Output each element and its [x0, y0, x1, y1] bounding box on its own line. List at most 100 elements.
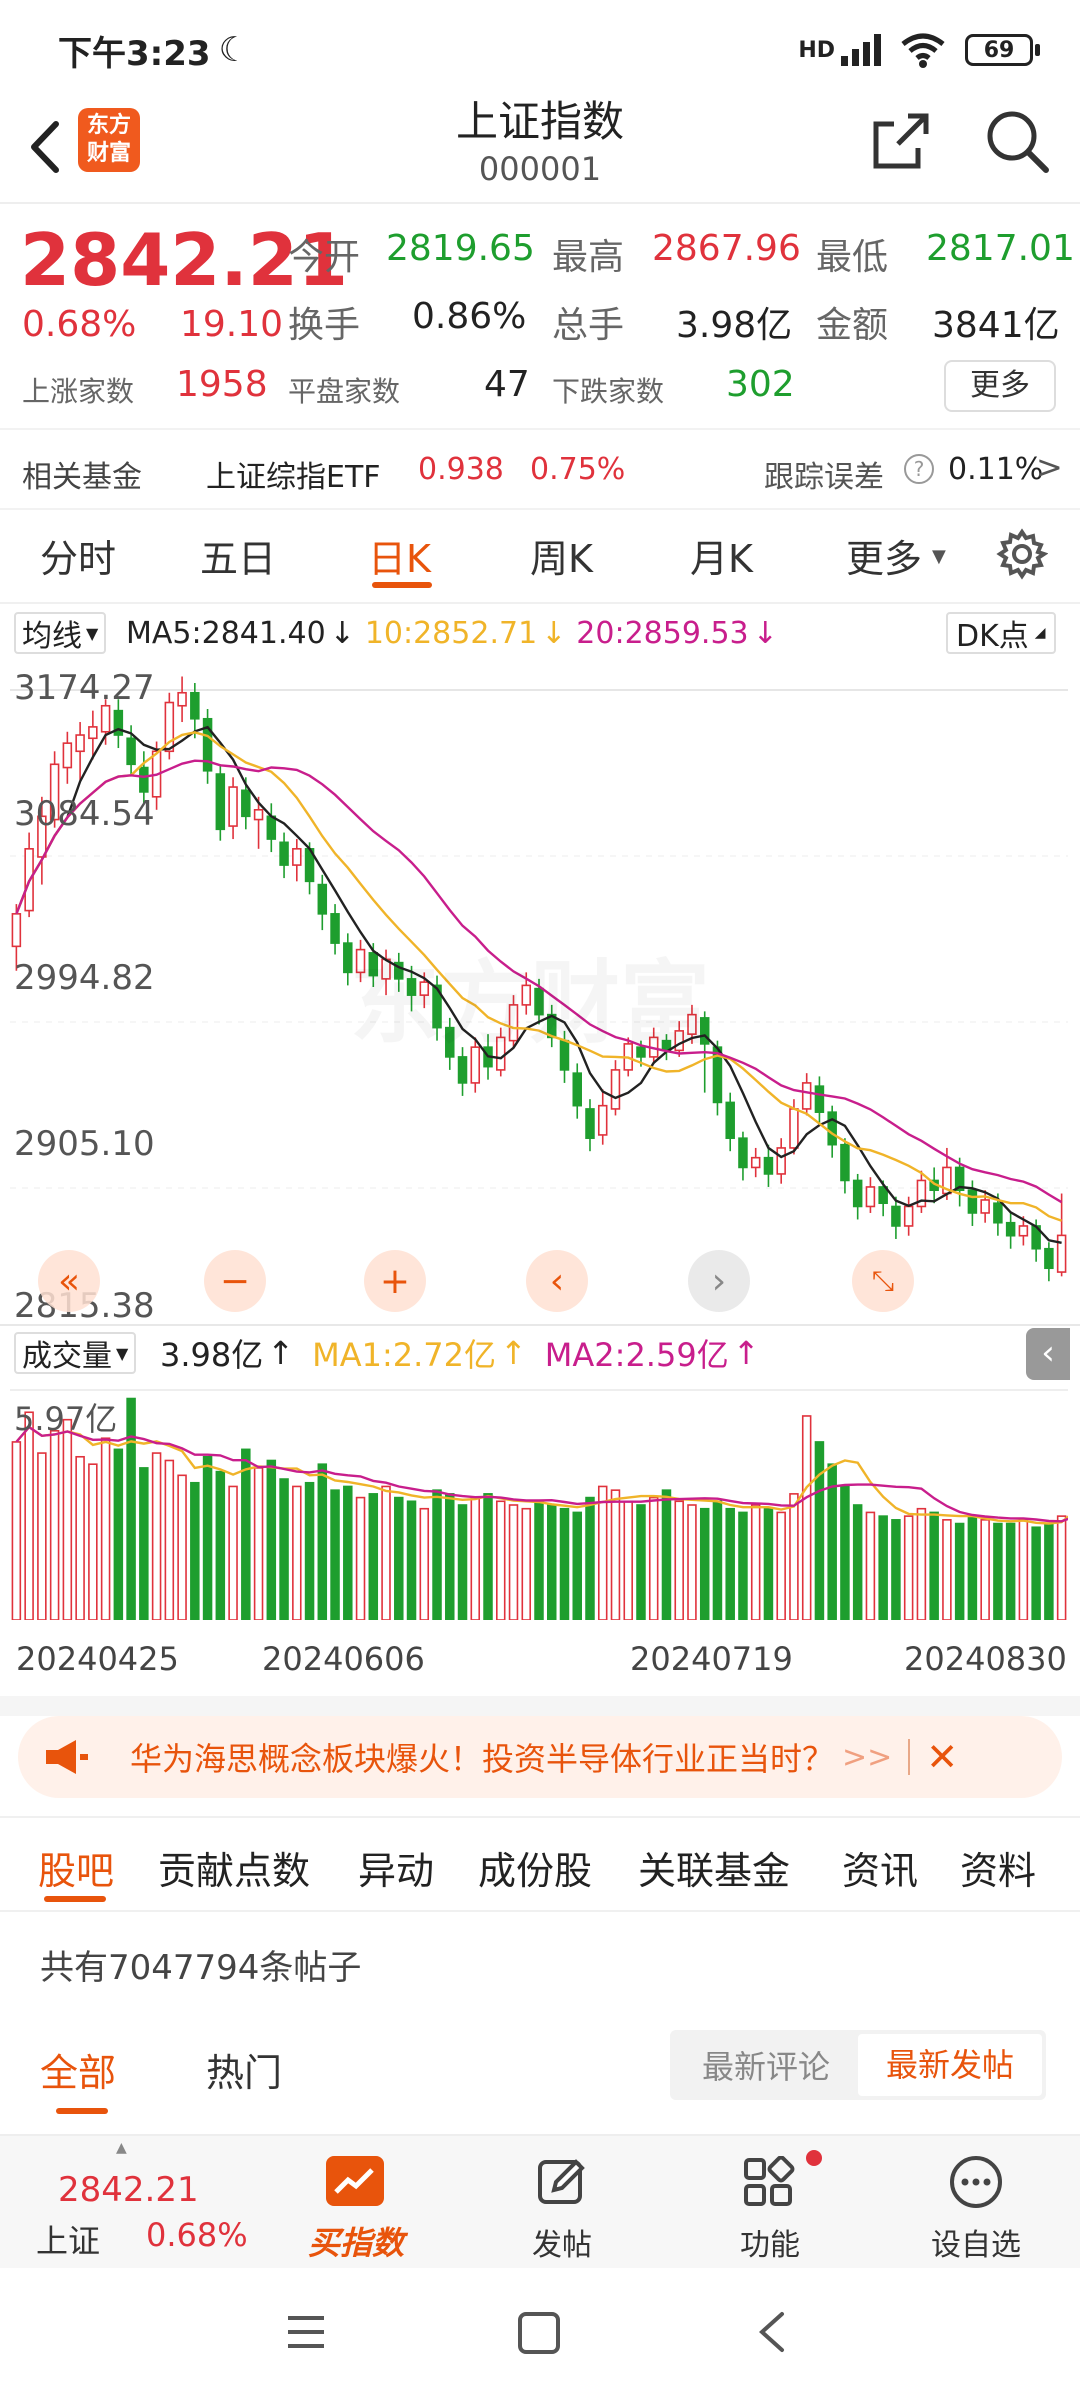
- volume-bar: [381, 1485, 391, 1620]
- volume-bar: [151, 1452, 162, 1620]
- volume-bar: [572, 1511, 582, 1620]
- nav-functions[interactable]: 功能: [740, 2228, 800, 2263]
- candle: [865, 1186, 876, 1208]
- tab-weekly-k[interactable]: 周K: [530, 537, 593, 581]
- volume-bar: [304, 1481, 315, 1620]
- volume-bar: [139, 1467, 149, 1620]
- kline-chart[interactable]: [10, 660, 1068, 1320]
- sort-latest-comment[interactable]: 最新评论: [701, 2048, 830, 2086]
- share-icon[interactable]: [868, 108, 934, 174]
- volume-bar: [419, 1507, 430, 1620]
- ma-selector[interactable]: 均线 ▼: [14, 612, 107, 654]
- arrow-up-icon: ↑: [267, 1334, 295, 1372]
- tab-profile[interactable]: 资料: [960, 1849, 1037, 1893]
- candle: [343, 942, 353, 974]
- home-icon[interactable]: [518, 2312, 560, 2354]
- prev-icon[interactable]: ‹: [526, 1250, 588, 1312]
- nav-add-watchlist[interactable]: 设自选: [931, 2228, 1021, 2263]
- search-icon[interactable]: [982, 106, 1052, 176]
- volume-bar: [292, 1485, 302, 1620]
- axis-label-3: 2905.10: [14, 1124, 155, 1164]
- tab-daily-k[interactable]: 日K: [368, 537, 431, 581]
- date-label-1: 20240606: [262, 1640, 425, 1678]
- filter-hot[interactable]: 热门: [206, 2051, 283, 2095]
- volume-bar: [266, 1459, 277, 1620]
- nav-index-price[interactable]: 2842.21: [58, 2170, 199, 2210]
- tab-five-day[interactable]: 五日: [200, 537, 277, 581]
- close-icon[interactable]: ✕: [926, 1735, 959, 1779]
- volume-ma1-line: [15, 1425, 1068, 1525]
- collapse-panel-icon[interactable]: ‹: [1026, 1328, 1070, 1380]
- gear-icon[interactable]: [996, 528, 1049, 580]
- open-value: 2819.65: [386, 228, 535, 269]
- candle: [241, 789, 251, 818]
- megaphone-icon: [46, 1740, 88, 1774]
- chevron-right-icon[interactable]: >: [1036, 448, 1063, 486]
- volume-bar: [942, 1519, 952, 1620]
- zoom-out-icon[interactable]: −: [204, 1250, 266, 1312]
- tab-abnormal[interactable]: 异动: [358, 1849, 435, 1893]
- system-back-icon[interactable]: [752, 2308, 792, 2356]
- candle: [394, 961, 404, 980]
- menu-icon[interactable]: [284, 2312, 328, 2352]
- tab-more[interactable]: 更多: [846, 537, 923, 581]
- nav-index-name: 上证: [36, 2222, 101, 2260]
- nav-buy-index[interactable]: 买指数: [307, 2224, 404, 2262]
- more-button[interactable]: 更多: [944, 360, 1056, 412]
- tab-guba[interactable]: 股吧: [38, 1849, 115, 1893]
- tab-timeshare[interactable]: 分时: [40, 537, 117, 581]
- volume-bar: [1005, 1522, 1016, 1620]
- double-left-icon[interactable]: «: [38, 1250, 100, 1312]
- filter-all[interactable]: 全部: [40, 2051, 117, 2095]
- zoom-in-icon[interactable]: +: [364, 1250, 426, 1312]
- help-icon[interactable]: ?: [904, 454, 934, 484]
- volume-chart[interactable]: [10, 1380, 1068, 1620]
- compose-icon[interactable]: [536, 2156, 588, 2208]
- grid-apps-icon[interactable]: [742, 2155, 798, 2210]
- volume-bar: [980, 1519, 990, 1620]
- back-icon[interactable]: [20, 112, 70, 182]
- candle: [597, 1104, 608, 1136]
- tab-related-funds[interactable]: 关联基金: [638, 1849, 791, 1893]
- caret-up-icon: ▲: [116, 2140, 127, 2156]
- candle: [292, 848, 302, 866]
- next-icon[interactable]: ›: [688, 1250, 750, 1312]
- candle: [164, 701, 175, 753]
- tab-contribution[interactable]: 贡献点数: [158, 1849, 311, 1893]
- buy-index-icon[interactable]: [326, 2156, 384, 2206]
- volume-bar: [253, 1467, 264, 1620]
- sort-latest-post[interactable]: 最新发帖: [858, 2034, 1042, 2096]
- dk-point-button[interactable]: DK点 ◢: [946, 612, 1056, 654]
- candle: [993, 1202, 1003, 1224]
- fund-price: 0.938: [418, 452, 504, 487]
- expand-icon[interactable]: ⤡: [852, 1250, 914, 1312]
- tab-monthly-k[interactable]: 月K: [690, 537, 753, 581]
- high-label: 最高: [552, 237, 625, 278]
- volume-bar: [11, 1441, 22, 1620]
- news-banner[interactable]: 华为海思概念板块爆火！投资半导体行业正当时？ >> ✕: [18, 1716, 1062, 1798]
- volume-bar: [62, 1418, 73, 1620]
- date-label-2: 20240719: [630, 1640, 793, 1678]
- tracking-error-value: 0.11%: [948, 452, 1044, 487]
- post-count: 共有7047794条帖子: [40, 1948, 362, 1988]
- tab-news[interactable]: 资讯: [842, 1849, 919, 1893]
- tab-constituents[interactable]: 成份股: [478, 1849, 593, 1893]
- candle: [827, 1111, 837, 1146]
- ma10-value: 10:2852.71: [364, 615, 538, 651]
- logo-line2: 财富: [86, 141, 131, 166]
- candle: [954, 1166, 965, 1192]
- candle: [190, 691, 200, 720]
- dk-point-label: DK点: [956, 619, 1029, 654]
- nav-post[interactable]: 发帖: [532, 2228, 592, 2263]
- flat-count: 47: [484, 364, 530, 405]
- candle: [967, 1189, 978, 1214]
- ma20-line: [15, 759, 1063, 1204]
- candle: [840, 1143, 850, 1182]
- candle: [228, 786, 238, 827]
- candle: [1018, 1225, 1029, 1237]
- candle: [1005, 1221, 1016, 1237]
- fund-name[interactable]: 上证综指ETF: [206, 460, 381, 495]
- more-dots-icon[interactable]: [948, 2154, 1004, 2210]
- volume-selector[interactable]: 成交量 ▼: [14, 1332, 137, 1374]
- app-logo: 东方 财富: [78, 108, 140, 172]
